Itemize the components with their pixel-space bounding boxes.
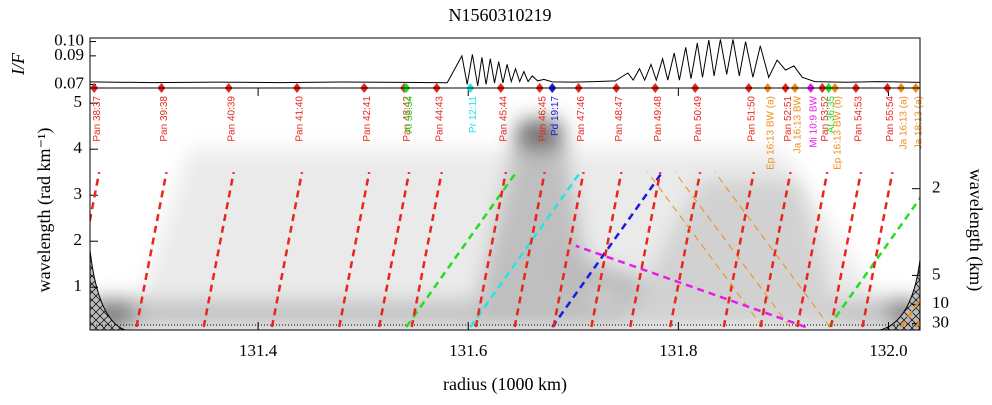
y2-tick-label: 10 bbox=[932, 293, 949, 312]
resonance-wave bbox=[337, 171, 371, 328]
resonance-label: Pd 19:17 bbox=[550, 96, 561, 136]
resonance-label: Pan 53:52 bbox=[820, 96, 831, 142]
resonance-wave bbox=[377, 171, 411, 328]
resonance-label: Ja 16:13 (a) bbox=[899, 96, 910, 149]
x-axis-label: radius (1000 km) bbox=[443, 374, 567, 395]
main-frame bbox=[89, 87, 921, 331]
chart-title: N1560310219 bbox=[449, 5, 552, 25]
resonance-label: Pan 38:37 bbox=[92, 96, 103, 142]
resonance-wave bbox=[474, 171, 508, 328]
resonance-wave bbox=[647, 171, 764, 328]
resonance-wave bbox=[759, 171, 792, 328]
y-tick-label: 5 bbox=[74, 92, 83, 111]
profile-y-label: I/F bbox=[8, 52, 28, 76]
resonance-label: Pan 39:38 bbox=[159, 96, 170, 142]
y-tick-label: 2 bbox=[74, 230, 83, 249]
resonance-label: Pan 49:48 bbox=[653, 96, 664, 142]
resonance-wave bbox=[135, 171, 168, 328]
x-tick-label: 131.4 bbox=[239, 341, 278, 360]
resonance-label: Pan 48:47 bbox=[614, 96, 625, 142]
x-tick-label: 131.8 bbox=[659, 341, 697, 360]
resonance-wave bbox=[513, 171, 546, 328]
profile-y-tick-label: 0.07 bbox=[54, 73, 84, 92]
resonance-wave bbox=[405, 171, 518, 328]
resonance-label: Ep 16:13 BW (b) bbox=[833, 96, 844, 170]
resonance-label: Pan 40:39 bbox=[226, 96, 237, 142]
resonance-wave bbox=[674, 171, 791, 328]
resonance-label: Mi 10:9 BW bbox=[808, 95, 819, 147]
profile-frame bbox=[89, 37, 921, 89]
resonance-wave bbox=[270, 171, 304, 328]
resonance-label: Pr 12:11 bbox=[468, 96, 479, 133]
resonance-wave bbox=[796, 171, 829, 328]
resonance-wave bbox=[668, 171, 702, 328]
resonance-label: Pan 46:45 bbox=[537, 96, 548, 142]
resonance-label: Pan 41:40 bbox=[295, 96, 306, 142]
resonance-wave bbox=[629, 171, 662, 328]
y-tick-label: 4 bbox=[74, 138, 83, 157]
y-tick-label: 1 bbox=[74, 276, 83, 295]
y2-tick-label: 2 bbox=[932, 178, 941, 197]
resonance-wave bbox=[590, 171, 623, 328]
profile-y-tick-label: 0.09 bbox=[54, 45, 84, 64]
wavelet-power bbox=[90, 120, 920, 330]
resonance-wave bbox=[469, 171, 582, 328]
y2-tick-label: 30 bbox=[932, 312, 949, 331]
resonance-label: Ja 16:13 BW bbox=[793, 95, 804, 153]
profile-y-tick-label: 0.10 bbox=[54, 30, 84, 49]
resonance-label: Ep 16:13 BW (a) bbox=[765, 96, 776, 170]
resonance-label: Pan 45:44 bbox=[498, 96, 509, 142]
resonance-label: Pan 54:53 bbox=[854, 96, 865, 142]
resonance-label: Pan 55:54 bbox=[885, 96, 896, 142]
resonance-label: Pan 51:50 bbox=[746, 96, 757, 142]
resonance-label: Pan 43:42 bbox=[402, 96, 413, 142]
resonance-wave bbox=[551, 171, 664, 328]
resonance-label: At 35:34 bbox=[404, 96, 415, 134]
resonance-label: Pan 44:43 bbox=[434, 96, 445, 142]
y-axis-label: wavelength (rad km⁻¹) bbox=[34, 128, 55, 293]
y2-axis-label: wavelength (km) bbox=[965, 169, 986, 291]
resonance-wave bbox=[714, 171, 831, 328]
resonance-wave bbox=[861, 171, 894, 328]
resonance-wave bbox=[552, 171, 585, 328]
resonance-label: Pan 42:41 bbox=[362, 96, 373, 142]
resonance-wave bbox=[202, 171, 235, 328]
resonance-wave bbox=[575, 244, 807, 329]
y2-tick-label: 5 bbox=[932, 264, 941, 283]
y-tick-label: 3 bbox=[74, 184, 83, 203]
resonance-wave bbox=[410, 171, 443, 328]
resonance-label: Pan 47:46 bbox=[576, 96, 587, 142]
resonance-wave bbox=[829, 171, 863, 328]
resonance-wave bbox=[722, 171, 755, 328]
x-tick-label: 131.6 bbox=[449, 341, 487, 360]
resonance-label: Ja 18:13 (a) bbox=[913, 96, 924, 149]
profile-line bbox=[89, 39, 921, 86]
x-tick-label: 132.0 bbox=[869, 341, 907, 360]
resonance-label: At 36:35 bbox=[826, 96, 837, 134]
resonance-label: Pan 50:49 bbox=[693, 96, 704, 142]
resonance-label: Pan 52:51 bbox=[783, 96, 794, 142]
